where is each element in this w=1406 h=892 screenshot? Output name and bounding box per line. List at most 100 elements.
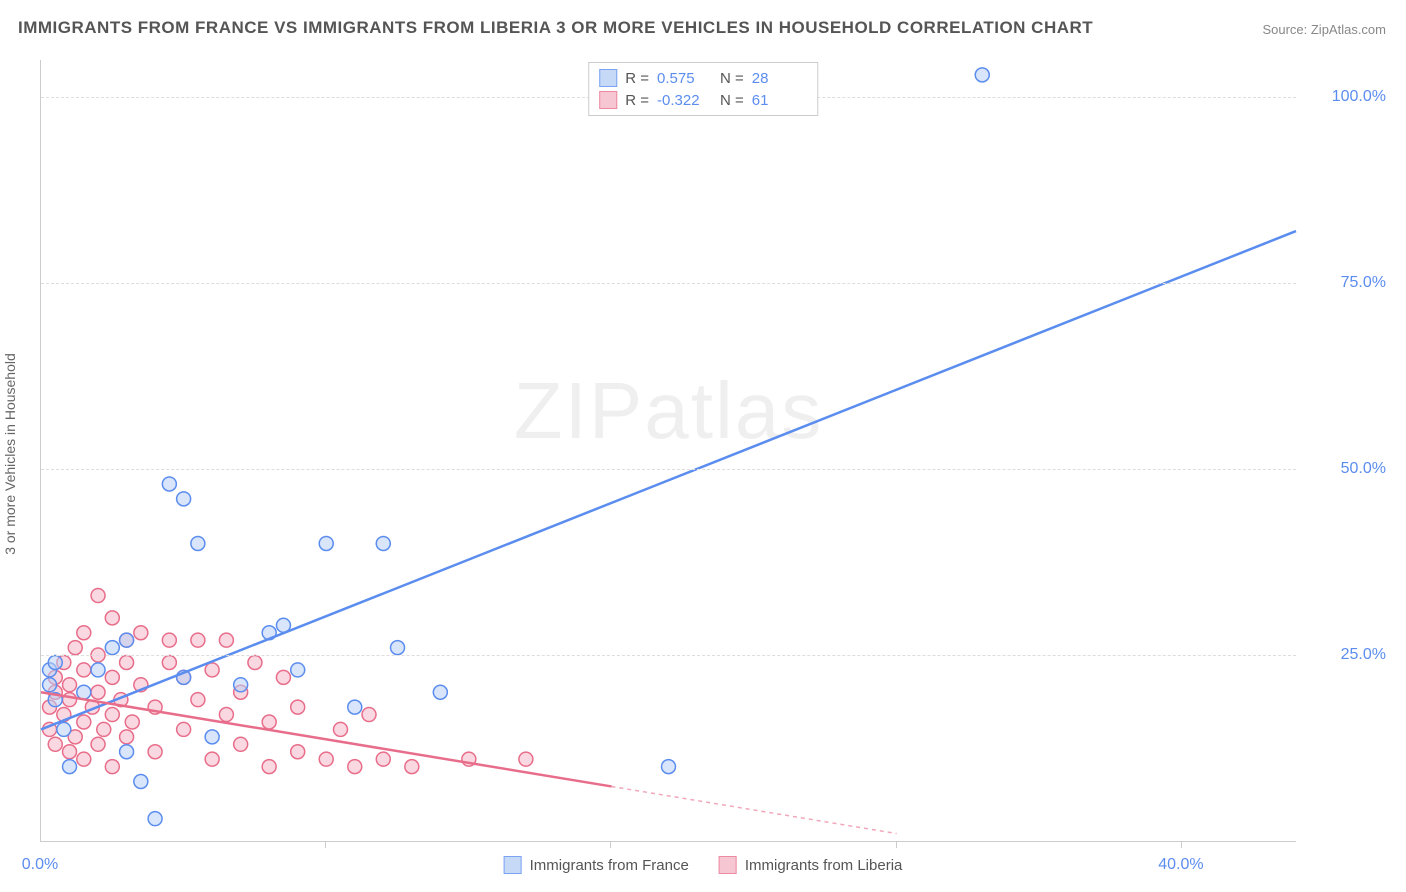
scatter-point <box>262 715 276 729</box>
series-name: Immigrants from Liberia <box>745 857 903 874</box>
scatter-point <box>177 722 191 736</box>
source-attribution: Source: ZipAtlas.com <box>1262 22 1386 37</box>
scatter-point <box>276 670 290 684</box>
scatter-point <box>91 685 105 699</box>
legend-item: Immigrants from Liberia <box>719 856 903 874</box>
scatter-point <box>105 641 119 655</box>
legend-swatch <box>504 856 522 874</box>
scatter-point <box>120 730 134 744</box>
scatter-point <box>105 611 119 625</box>
y-axis-label: 3 or more Vehicles in Household <box>2 353 18 555</box>
legend-swatch <box>599 69 617 87</box>
x-tick <box>896 842 897 848</box>
scatter-point <box>77 663 91 677</box>
scatter-point <box>177 492 191 506</box>
scatter-point <box>63 760 77 774</box>
scatter-point <box>333 722 347 736</box>
y-tick-label: 25.0% <box>1341 646 1386 664</box>
scatter-point <box>68 641 82 655</box>
grid-line-h <box>41 469 1296 470</box>
scatter-point <box>105 708 119 722</box>
scatter-point <box>433 685 447 699</box>
scatter-point <box>134 774 148 788</box>
legend-row: R = -0.322 N = 61 <box>599 89 807 111</box>
chart-plot-area: ZIPatlas <box>40 60 1296 842</box>
x-tick <box>610 842 611 848</box>
y-tick-label: 75.0% <box>1341 274 1386 292</box>
grid-line-h <box>41 283 1296 284</box>
scatter-point <box>91 589 105 603</box>
chart-svg <box>41 60 1296 841</box>
scatter-point <box>376 752 390 766</box>
scatter-point <box>63 745 77 759</box>
scatter-point <box>105 760 119 774</box>
scatter-point <box>348 700 362 714</box>
scatter-point <box>191 633 205 647</box>
scatter-point <box>120 745 134 759</box>
scatter-point <box>63 693 77 707</box>
scatter-point <box>120 655 134 669</box>
scatter-point <box>43 678 57 692</box>
scatter-point <box>105 670 119 684</box>
scatter-point <box>405 760 419 774</box>
r-label: R = <box>625 70 649 87</box>
scatter-point <box>125 715 139 729</box>
scatter-point <box>148 745 162 759</box>
scatter-point <box>162 633 176 647</box>
scatter-point <box>319 536 333 550</box>
legend-swatch <box>599 91 617 109</box>
scatter-point <box>519 752 533 766</box>
scatter-point <box>234 678 248 692</box>
scatter-point <box>376 536 390 550</box>
scatter-point <box>191 693 205 707</box>
x-tick-label: 0.0% <box>22 856 58 874</box>
y-tick-label: 100.0% <box>1332 88 1386 106</box>
chart-title: IMMIGRANTS FROM FRANCE VS IMMIGRANTS FRO… <box>18 18 1093 38</box>
scatter-point <box>77 685 91 699</box>
series-name: Immigrants from France <box>530 857 689 874</box>
scatter-point <box>91 737 105 751</box>
scatter-point <box>205 730 219 744</box>
y-tick-label: 50.0% <box>1341 460 1386 478</box>
scatter-point <box>191 536 205 550</box>
n-label: N = <box>720 92 744 109</box>
source-link[interactable]: ZipAtlas.com <box>1311 22 1386 37</box>
scatter-point <box>662 760 676 774</box>
scatter-point <box>319 752 333 766</box>
n-value: 28 <box>752 70 807 87</box>
scatter-point <box>91 663 105 677</box>
scatter-point <box>219 633 233 647</box>
scatter-point <box>362 708 376 722</box>
scatter-point <box>219 708 233 722</box>
source-prefix: Source: <box>1262 22 1310 37</box>
x-tick <box>1181 842 1182 848</box>
r-label: R = <box>625 92 649 109</box>
scatter-point <box>975 68 989 82</box>
scatter-point <box>77 752 91 766</box>
scatter-point <box>148 812 162 826</box>
scatter-point <box>291 663 305 677</box>
grid-line-h <box>41 655 1296 656</box>
r-value: 0.575 <box>657 70 712 87</box>
scatter-point <box>48 737 62 751</box>
x-tick-label: 40.0% <box>1158 856 1203 874</box>
scatter-point <box>57 722 71 736</box>
scatter-point <box>205 752 219 766</box>
scatter-point <box>120 633 134 647</box>
scatter-point <box>262 760 276 774</box>
scatter-point <box>248 655 262 669</box>
scatter-point <box>291 700 305 714</box>
scatter-point <box>97 722 111 736</box>
correlation-legend: R = 0.575 N = 28 R = -0.322 N = 61 <box>588 62 818 116</box>
scatter-point <box>63 678 77 692</box>
n-label: N = <box>720 70 744 87</box>
scatter-point <box>348 760 362 774</box>
scatter-point <box>391 641 405 655</box>
scatter-point <box>134 626 148 640</box>
r-value: -0.322 <box>657 92 712 109</box>
legend-item: Immigrants from France <box>504 856 689 874</box>
x-tick <box>325 842 326 848</box>
scatter-point <box>162 655 176 669</box>
legend-row: R = 0.575 N = 28 <box>599 67 807 89</box>
n-value: 61 <box>752 92 807 109</box>
